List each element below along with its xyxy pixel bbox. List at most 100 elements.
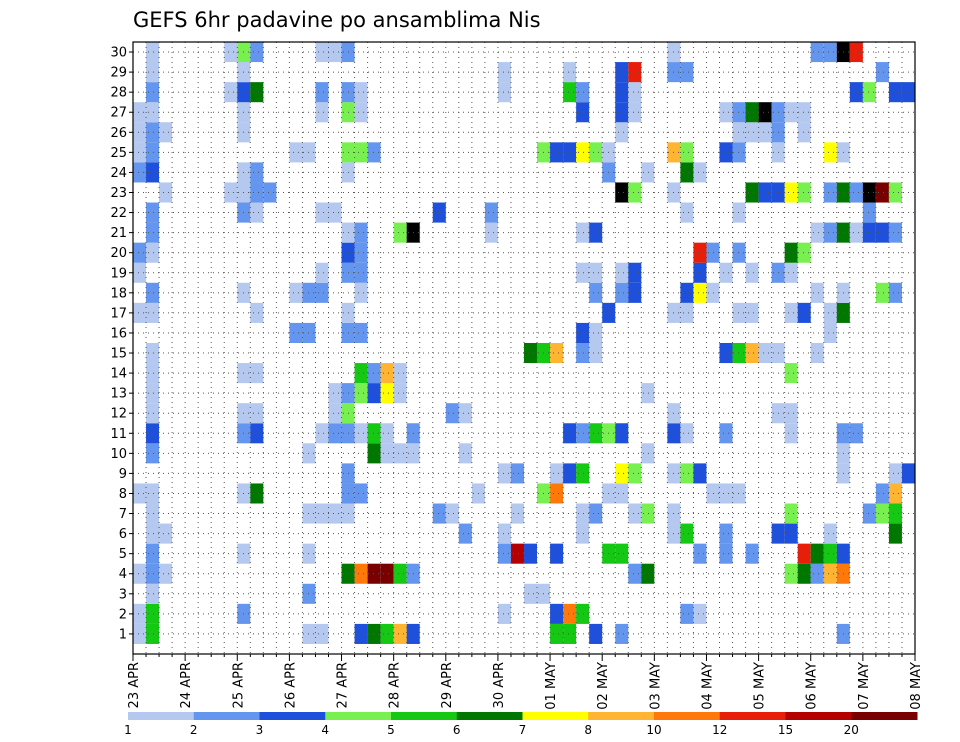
heatmap-cell	[628, 282, 642, 303]
heatmap-cell	[146, 363, 160, 384]
y-tick-label: 25	[110, 146, 127, 161]
heatmap-cell	[641, 443, 655, 464]
heatmap-cell	[849, 42, 863, 63]
heatmap-cell	[589, 623, 603, 644]
heatmap-cell	[680, 202, 694, 223]
heatmap-cell	[224, 182, 238, 203]
heatmap-cell	[797, 182, 811, 203]
heatmap-cell	[133, 603, 147, 624]
heatmap-cell	[367, 142, 381, 163]
heatmap-cell	[497, 62, 511, 83]
x-date-label: 04 MAY	[700, 662, 715, 710]
heatmap-cell	[159, 182, 173, 203]
heatmap-cell	[497, 463, 511, 484]
y-tick-label: 27	[110, 106, 127, 121]
y-tick-label: 2	[119, 607, 127, 622]
heatmap-cell	[289, 142, 303, 163]
heatmap-cell	[159, 122, 173, 143]
y-tick-label: 28	[110, 86, 127, 101]
heatmap-cell	[146, 563, 160, 584]
heatmap-cell	[146, 162, 160, 183]
heatmap-cell	[732, 302, 746, 323]
heatmap-cell	[589, 322, 603, 343]
heatmap-cell	[745, 262, 759, 283]
heatmap-cell	[589, 222, 603, 243]
heatmap-cell	[680, 302, 694, 323]
x-date-label: 01 MAY	[544, 662, 559, 710]
heatmap-cell	[393, 443, 407, 464]
grid-lines	[133, 42, 915, 654]
heatmap-cell	[784, 563, 798, 584]
heatmap-cell	[224, 42, 238, 63]
heatmap-cell	[250, 182, 264, 203]
legend-swatch	[851, 712, 918, 720]
x-date-label: 25 APR	[231, 662, 246, 708]
legend-swatch	[785, 712, 852, 720]
heatmap-cell	[497, 543, 511, 564]
heatmap-cell	[693, 242, 707, 263]
x-date-label: 29 APR	[440, 662, 455, 708]
heatmap-cell	[719, 102, 733, 123]
heatmap-cell	[784, 423, 798, 444]
legend-swatch	[654, 712, 721, 720]
heatmap-cell	[354, 322, 368, 343]
heatmap-cell	[615, 623, 629, 644]
legend-level-label: 10	[646, 723, 661, 737]
heatmap-cell	[250, 302, 264, 323]
heatmap-cell	[133, 242, 147, 263]
heatmap-cell	[615, 463, 629, 484]
heatmap-cell	[367, 383, 381, 404]
heatmap-cell	[784, 262, 798, 283]
heatmap-cell	[732, 102, 746, 123]
heatmap-cell	[550, 463, 564, 484]
heatmap-cell	[354, 102, 368, 123]
heatmap-cell	[133, 563, 147, 584]
heatmap-cell	[510, 543, 524, 564]
heatmap-cell	[146, 603, 160, 624]
y-tick-label: 16	[110, 326, 127, 341]
heatmap-cell	[315, 623, 329, 644]
heatmap-cell	[328, 403, 342, 424]
heatmap-cell	[146, 142, 160, 163]
heatmap-cell	[367, 443, 381, 464]
heatmap-cell	[497, 82, 511, 103]
x-axis-date-labels: 23 APR 24 APR 25 APR 26 APR 27 APR 28 APR 29 A…	[127, 654, 924, 710]
heatmap-cell	[628, 463, 642, 484]
x-date-label: 06 MAY	[805, 662, 820, 710]
heatmap-cell	[810, 222, 824, 243]
heatmap-cell	[315, 503, 329, 524]
heatmap-cell	[524, 342, 538, 364]
heatmap-cell	[628, 563, 642, 584]
heatmap-cell	[862, 182, 876, 203]
heatmap-cell	[315, 42, 329, 63]
heatmap-cell	[797, 102, 811, 123]
heatmap-cell	[576, 102, 590, 123]
heatmap-cell	[354, 423, 368, 444]
heatmap-cell	[888, 463, 902, 484]
y-tick-label: 1	[119, 627, 127, 642]
heatmap-cell	[354, 222, 368, 243]
heatmap-cell	[810, 342, 824, 364]
x-date-label: 08 MAY	[909, 662, 924, 710]
heatmap-cell	[133, 102, 147, 123]
heatmap-cell	[524, 583, 538, 604]
heatmap-cell	[784, 102, 798, 123]
heatmap-cell	[589, 503, 603, 524]
heatmap-cell	[250, 483, 264, 504]
y-tick-label: 12	[110, 407, 127, 422]
heatmap-cell	[615, 483, 629, 504]
heatmap-cell	[550, 483, 564, 504]
heatmap-cell	[680, 463, 694, 484]
heatmap-cell	[615, 82, 629, 103]
heatmap-cell	[615, 543, 629, 564]
heatmap-cell	[862, 202, 876, 223]
heatmap-cell	[367, 563, 381, 584]
y-tick-label: 4	[119, 567, 127, 582]
heatmap-cell	[693, 463, 707, 484]
heatmap-cell	[849, 82, 863, 103]
heatmap-cell	[745, 342, 759, 364]
heatmap-cell	[354, 142, 368, 163]
heatmap-cell	[641, 503, 655, 524]
y-tick-label: 6	[119, 527, 127, 542]
